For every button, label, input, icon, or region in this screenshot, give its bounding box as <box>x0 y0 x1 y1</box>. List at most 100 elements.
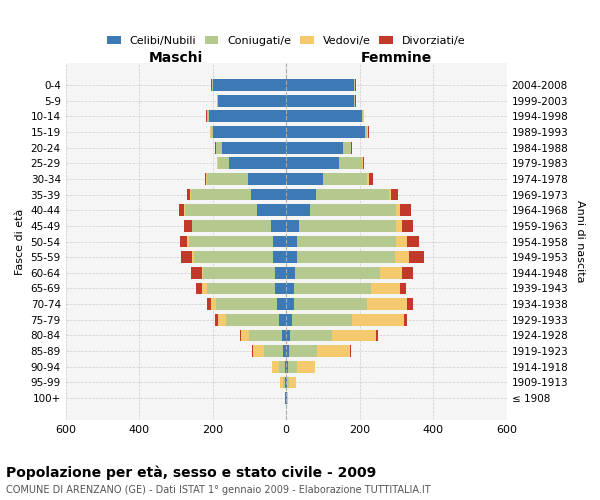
Bar <box>203 267 275 278</box>
Bar <box>283 376 285 388</box>
Bar <box>407 298 413 310</box>
Text: Femmine: Femmine <box>361 50 432 64</box>
Bar <box>226 314 279 326</box>
Bar <box>217 95 218 106</box>
Bar <box>289 376 296 388</box>
Bar <box>310 204 397 216</box>
Bar <box>215 142 216 154</box>
Bar <box>286 220 299 232</box>
Bar <box>395 252 409 263</box>
Bar <box>286 376 287 388</box>
Bar <box>241 330 249 342</box>
Bar <box>217 158 218 169</box>
Bar <box>286 79 354 91</box>
Bar <box>354 79 355 91</box>
Bar <box>404 314 407 326</box>
Bar <box>222 142 286 154</box>
Legend: Celibi/Nubili, Coniugati/e, Vedovi/e, Divorziati/e: Celibi/Nubili, Coniugati/e, Vedovi/e, Di… <box>104 33 469 50</box>
Bar <box>402 220 413 232</box>
Bar <box>212 79 286 91</box>
Bar <box>194 252 274 263</box>
Bar <box>297 361 315 372</box>
Bar <box>280 376 283 388</box>
Bar <box>295 267 380 278</box>
Bar <box>371 282 400 294</box>
Bar <box>400 204 411 216</box>
Bar <box>179 204 184 216</box>
Bar <box>209 110 286 122</box>
Text: COMUNE DI ARENZANO (GE) - Dati ISTAT 1° gennaio 2009 - Elaborazione TUTTITALIA.I: COMUNE DI ARENZANO (GE) - Dati ISTAT 1° … <box>6 485 431 495</box>
Bar <box>249 330 282 342</box>
Bar <box>286 252 297 263</box>
Bar <box>286 345 289 357</box>
Bar <box>229 158 286 169</box>
Bar <box>316 188 389 200</box>
Bar <box>279 314 286 326</box>
Bar <box>286 110 362 122</box>
Bar <box>184 204 185 216</box>
Bar <box>350 142 351 154</box>
Bar <box>402 267 413 278</box>
Bar <box>397 220 402 232</box>
Bar <box>251 188 286 200</box>
Bar <box>286 267 295 278</box>
Bar <box>289 345 317 357</box>
Bar <box>274 236 286 248</box>
Bar <box>205 173 206 185</box>
Bar <box>369 173 373 185</box>
Bar <box>351 142 352 154</box>
Bar <box>181 252 193 263</box>
Bar <box>286 126 365 138</box>
Bar <box>409 252 424 263</box>
Bar <box>185 204 257 216</box>
Bar <box>400 282 406 294</box>
Bar <box>187 188 190 200</box>
Bar <box>286 330 290 342</box>
Bar <box>279 361 285 372</box>
Bar <box>376 330 378 342</box>
Bar <box>271 220 286 232</box>
Bar <box>193 252 194 263</box>
Bar <box>293 298 367 310</box>
Bar <box>189 236 274 248</box>
Bar <box>207 173 248 185</box>
Bar <box>292 314 352 326</box>
Bar <box>299 220 397 232</box>
Bar <box>290 330 332 342</box>
Bar <box>287 392 288 404</box>
Bar <box>317 345 350 357</box>
Bar <box>218 95 286 106</box>
Bar <box>286 236 297 248</box>
Bar <box>332 330 376 342</box>
Bar <box>286 188 316 200</box>
Bar <box>389 188 391 200</box>
Bar <box>293 282 371 294</box>
Bar <box>202 267 203 278</box>
Bar <box>407 236 419 248</box>
Bar <box>184 220 192 232</box>
Bar <box>215 314 218 326</box>
Bar <box>272 361 279 372</box>
Bar <box>286 142 343 154</box>
Bar <box>391 188 398 200</box>
Bar <box>248 173 286 185</box>
Bar <box>206 173 207 185</box>
Bar <box>285 361 286 372</box>
Bar <box>340 158 362 169</box>
Bar <box>190 188 191 200</box>
Bar <box>264 345 283 357</box>
Bar <box>212 126 286 138</box>
Bar <box>362 110 364 122</box>
Text: Maschi: Maschi <box>149 50 203 64</box>
Bar <box>367 298 407 310</box>
Bar <box>354 95 355 106</box>
Bar <box>257 204 286 216</box>
Bar <box>196 282 202 294</box>
Bar <box>286 282 293 294</box>
Bar <box>275 282 286 294</box>
Bar <box>343 142 350 154</box>
Bar <box>211 298 217 310</box>
Bar <box>179 236 187 248</box>
Bar <box>211 126 212 138</box>
Bar <box>286 392 287 404</box>
